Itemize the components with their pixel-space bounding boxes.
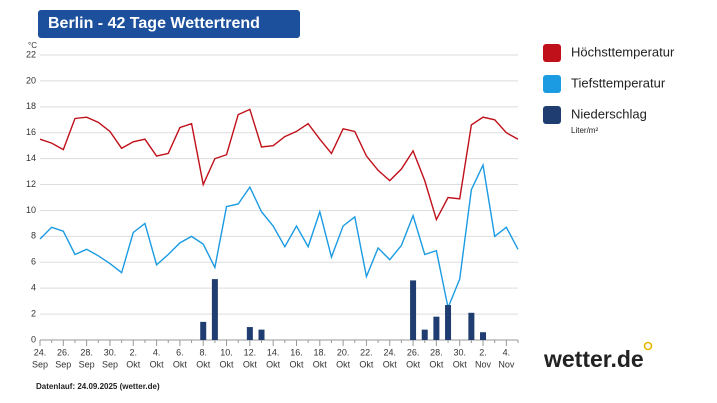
- y-tick-label: 4: [31, 283, 36, 293]
- x-tick-month: Okt: [220, 359, 235, 369]
- precip-bar: [468, 312, 475, 340]
- legend-label: Niederschlag: [571, 106, 647, 121]
- x-tick-label: 28.: [80, 347, 93, 357]
- x-tick-month: Sep: [79, 359, 95, 369]
- y-tick-label: 18: [26, 101, 36, 111]
- y-tick-label: 14: [26, 153, 36, 163]
- x-tick-month: Okt: [453, 359, 468, 369]
- precip-bar: [480, 332, 487, 340]
- y-tick-label: 2: [31, 308, 36, 318]
- x-tick-label: 18.: [314, 347, 327, 357]
- precip-bar: [211, 279, 218, 340]
- y-tick-label: 10: [26, 205, 36, 215]
- x-tick-label: 8.: [199, 347, 207, 357]
- logo-dot: [643, 341, 653, 351]
- x-tick-label: 10.: [220, 347, 233, 357]
- x-tick-month: Okt: [150, 359, 165, 369]
- x-tick-label: 30.: [453, 347, 466, 357]
- precip-bar: [433, 316, 440, 340]
- x-tick-month: Nov: [498, 359, 515, 369]
- x-tick-month: Sep: [32, 359, 48, 369]
- precip-bar: [258, 329, 265, 340]
- temp-line: [39, 162, 519, 311]
- precip-bar: [246, 327, 253, 340]
- x-tick-label: 6.: [176, 347, 184, 357]
- x-tick-month: Okt: [289, 359, 304, 369]
- x-tick-month: Sep: [55, 359, 71, 369]
- y-tick-label: 20: [26, 75, 36, 85]
- x-tick-month: Okt: [126, 359, 141, 369]
- y-tick-label: 16: [26, 127, 36, 137]
- y-unit: °C: [28, 41, 37, 50]
- x-tick-month: Okt: [196, 359, 211, 369]
- x-tick-month: Okt: [406, 359, 421, 369]
- legend-label: Höchsttemperatur: [571, 44, 675, 59]
- x-tick-label: 20.: [337, 347, 350, 357]
- legend-swatch: [543, 106, 561, 124]
- x-tick-label: 12.: [244, 347, 257, 357]
- y-tick-label: 8: [31, 231, 36, 241]
- x-tick-label: 4.: [503, 347, 511, 357]
- y-tick-label: 22: [26, 49, 36, 59]
- legend-unit: Liter/m²: [571, 126, 598, 135]
- x-tick-label: 26.: [407, 347, 420, 357]
- x-tick-label: 16.: [290, 347, 303, 357]
- x-tick-month: Okt: [429, 359, 444, 369]
- x-tick-month: Okt: [359, 359, 374, 369]
- legend-swatch: [543, 44, 561, 62]
- temp-line: [39, 108, 519, 222]
- x-tick-label: 14.: [267, 347, 280, 357]
- chart-title: Berlin - 42 Tage Wettertrend: [38, 10, 300, 38]
- x-tick-label: 2.: [130, 347, 138, 357]
- x-tick-label: 4.: [153, 347, 161, 357]
- x-tick-label: 24.: [34, 347, 47, 357]
- x-tick-month: Okt: [336, 359, 351, 369]
- legend-label: Tiefsttemperatur: [571, 75, 666, 90]
- precip-bar: [200, 321, 207, 340]
- x-tick-month: Okt: [313, 359, 328, 369]
- x-tick-month: Sep: [102, 359, 118, 369]
- precip-bar: [410, 280, 417, 340]
- x-tick-month: Nov: [475, 359, 492, 369]
- y-tick-label: 12: [26, 179, 36, 189]
- logo: wetter.de: [543, 346, 644, 372]
- x-tick-month: Okt: [243, 359, 258, 369]
- footnote: Datenlauf: 24.09.2025 (wetter.de): [36, 382, 160, 391]
- x-tick-month: Okt: [383, 359, 398, 369]
- precip-bar: [445, 305, 452, 340]
- legend-swatch: [543, 75, 561, 93]
- x-tick-label: 26.: [57, 347, 70, 357]
- x-tick-label: 30.: [104, 347, 117, 357]
- x-tick-label: 24.: [383, 347, 396, 357]
- x-tick-label: 22.: [360, 347, 373, 357]
- x-tick-month: Okt: [266, 359, 281, 369]
- x-tick-label: 2.: [479, 347, 487, 357]
- y-tick-label: 6: [31, 257, 36, 267]
- x-tick-label: 28.: [430, 347, 443, 357]
- x-tick-month: Okt: [173, 359, 188, 369]
- y-tick-label: 0: [31, 334, 36, 344]
- precip-bar: [421, 329, 428, 340]
